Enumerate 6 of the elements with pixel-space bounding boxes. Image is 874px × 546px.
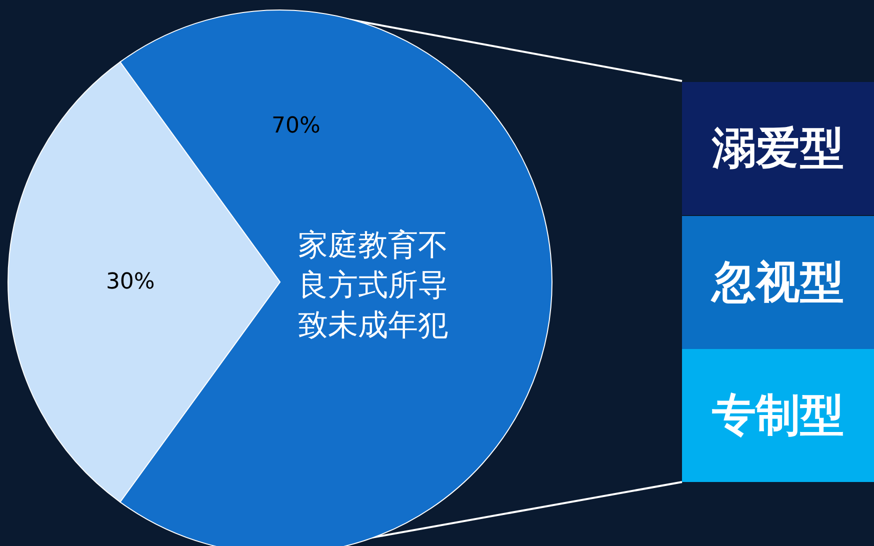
text: 溺爱型 (682, 82, 874, 215)
slice-label: 家庭教育不良方式所导致未成年犯 (298, 227, 449, 345)
text: 专制型 (682, 349, 874, 482)
data-label: 70% (272, 114, 320, 138)
text: 忽视型 (682, 216, 874, 348)
data-label: 30% (106, 270, 155, 294)
